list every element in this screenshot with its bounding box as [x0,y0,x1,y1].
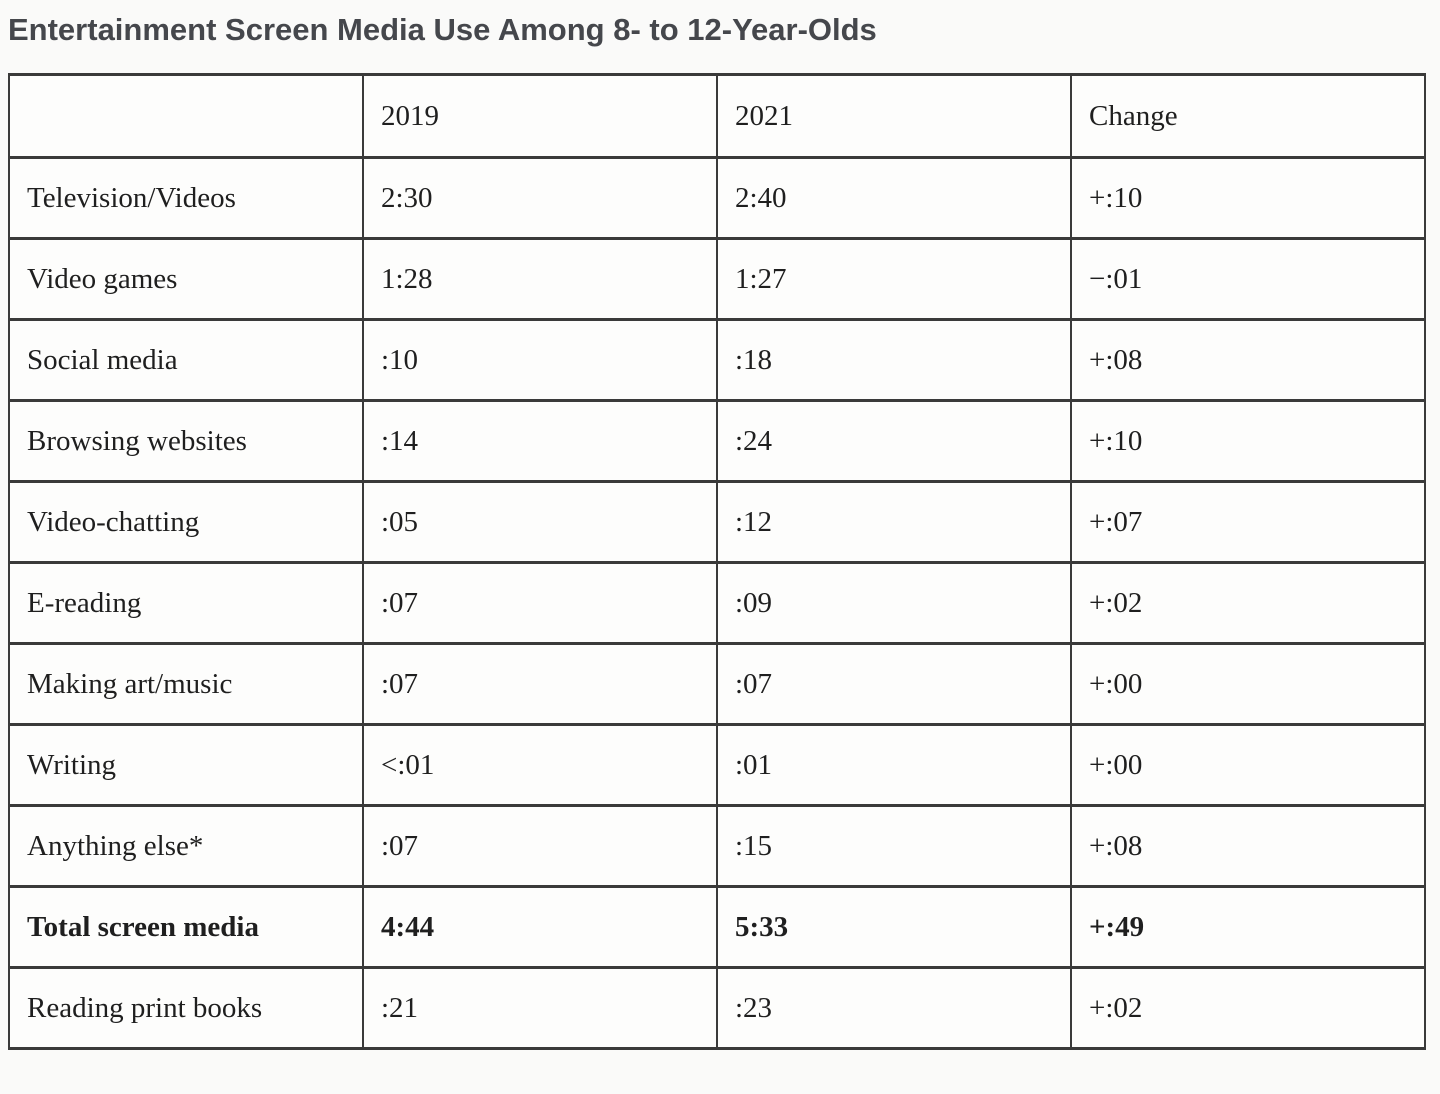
table-row: Television/Videos 2:30 2:40 +:10 [8,156,1426,240]
corner-cell [8,73,364,159]
value-cell-2019: <:01 [362,723,718,807]
header-row: 2019 2021 Change [8,73,1426,159]
table-row: Reading print books:21:23 +:02 [8,966,1426,1050]
value-cell-2019: 1:28 [362,237,718,321]
row-label: Anything else* [8,804,364,888]
value-cell-2019: :07 [362,561,718,645]
column-header: 2021 [716,73,1072,159]
table-row: Browsing websites:14:24 +:10 [8,399,1426,483]
value-cell-change: +:10 [1070,156,1426,240]
row-label: Video games [8,237,364,321]
value-cell-2019: :07 [362,642,718,726]
table-header: 2019 2021 Change [8,73,1426,159]
data-table: 2019 2021 Change Television/Videos 2:30 2:40… [8,73,1426,1050]
row-label: Total screen media [8,885,364,969]
value-cell-2019: :10 [362,318,718,402]
value-cell-2019: 4:44 [362,885,718,969]
value-cell-2019: 2:30 [362,156,718,240]
row-label: Writing [8,723,364,807]
value-cell-2019: :07 [362,804,718,888]
row-label: Video-chatting [8,480,364,564]
value-cell-change: +:07 [1070,480,1426,564]
row-label: Social media [8,318,364,402]
table-row: Making art/music:07:07 +:00 [8,642,1426,726]
page-title: Entertainment Screen Media Use Among 8- … [8,12,877,47]
value-cell-change: +:00 [1070,642,1426,726]
value-cell-2019: :05 [362,480,718,564]
value-cell-change: +:10 [1070,399,1426,483]
value-cell-2021: 2:40 [716,156,1072,240]
value-cell-2021: 5:33 [716,885,1072,969]
table-row: Social media:10:18 +:08 [8,318,1426,402]
value-cell-change: +:49 [1070,885,1426,969]
value-cell-2021: 1:27 [716,237,1072,321]
row-label: Browsing websites [8,399,364,483]
value-cell-2019: :21 [362,966,718,1050]
row-label: Television/Videos [8,156,364,240]
value-cell-2021: :09 [716,561,1072,645]
row-label: Reading print books [8,966,364,1050]
value-cell-change: +:02 [1070,561,1426,645]
value-cell-change: +:02 [1070,966,1426,1050]
row-label: Making art/music [8,642,364,726]
value-cell-2021: :23 [716,966,1072,1050]
value-cell-2019: :14 [362,399,718,483]
column-header: Change [1070,73,1426,159]
row-label: E-reading [8,561,364,645]
table-row: Anything else*:07:15 +:08 [8,804,1426,888]
table-row: Writing <:01:01 +:00 [8,723,1426,807]
value-cell-2021: :15 [716,804,1072,888]
table-row: E-reading:07:09 +:02 [8,561,1426,645]
value-cell-change: +:08 [1070,804,1426,888]
value-cell-2021: :01 [716,723,1072,807]
value-cell-2021: :07 [716,642,1072,726]
value-cell-2021: :12 [716,480,1072,564]
table-row: Total screen media 4:44 5:33 +:49 [8,885,1426,969]
value-cell-2021: :24 [716,399,1072,483]
value-cell-2021: :18 [716,318,1072,402]
table-body: Television/Videos 2:30 2:40 +:10 Video games… [8,156,1426,1050]
table-row: Video-chatting:05:12 +:07 [8,480,1426,564]
column-header: 2019 [362,73,718,159]
value-cell-change: −:01 [1070,237,1426,321]
value-cell-change: +:00 [1070,723,1426,807]
table-row: Video games 1:28 1:27 −:01 [8,237,1426,321]
value-cell-change: +:08 [1070,318,1426,402]
